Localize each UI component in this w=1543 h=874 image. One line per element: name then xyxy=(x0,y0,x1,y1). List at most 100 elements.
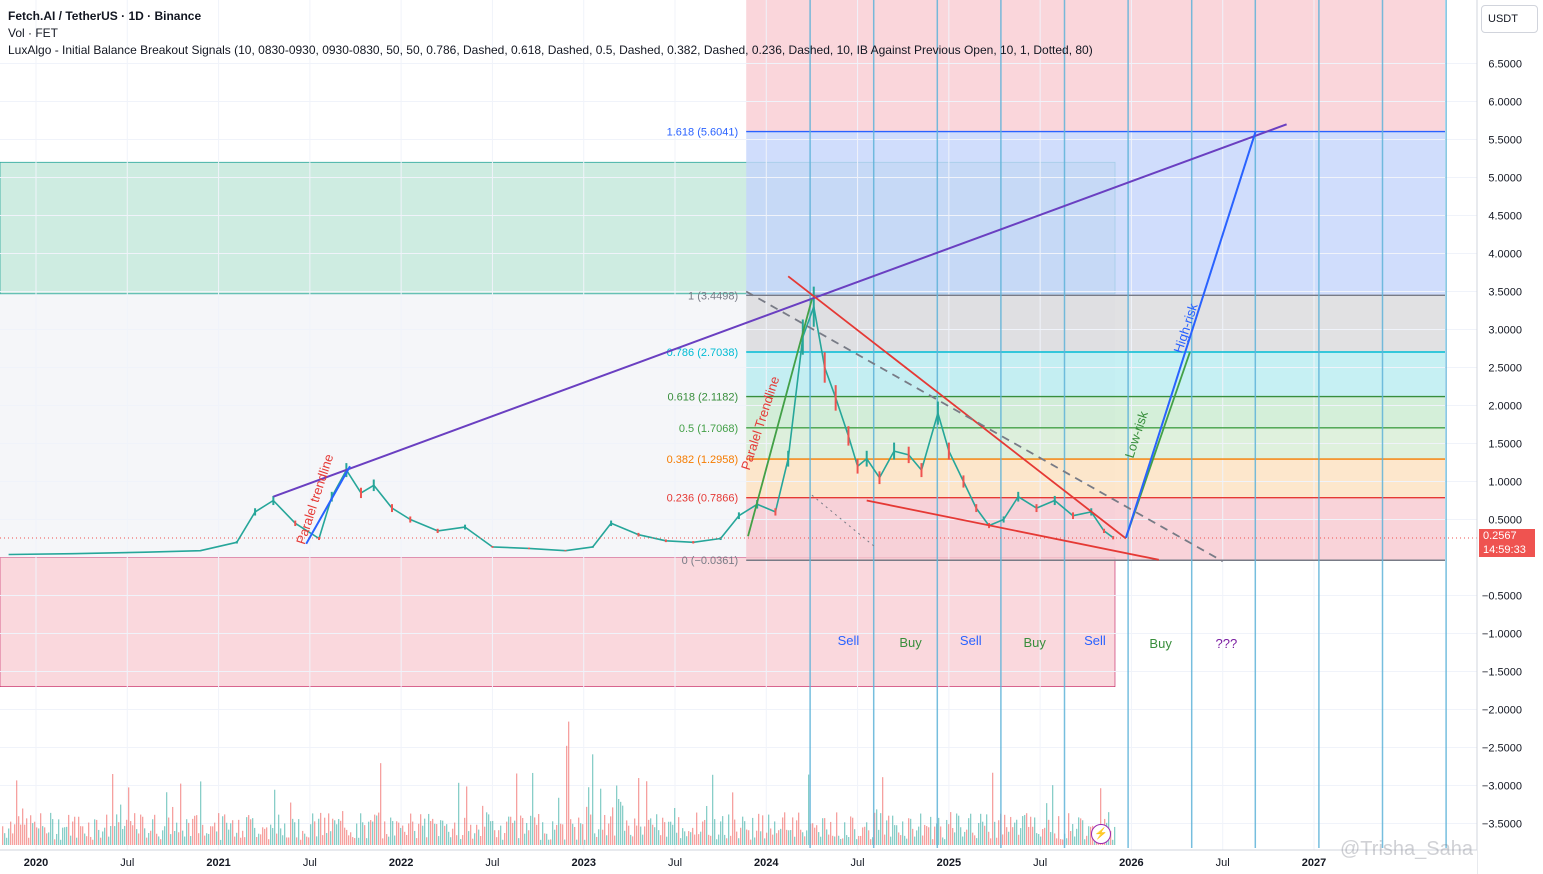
volume-bar xyxy=(120,804,122,845)
volume-bar xyxy=(814,827,816,845)
y-tick-label: 3.5000 xyxy=(1488,287,1522,299)
volume-bar xyxy=(384,821,386,845)
volume-bar xyxy=(662,817,664,845)
volume-bar xyxy=(890,836,892,845)
volume-bar xyxy=(684,831,686,845)
volume-bar xyxy=(394,835,396,845)
volume-bar xyxy=(468,831,470,845)
volume-bar xyxy=(332,818,334,845)
volume-bar xyxy=(84,833,86,845)
volume-bar xyxy=(350,832,352,845)
annotation-label: Sell xyxy=(960,633,982,648)
fib-top-red-zone xyxy=(746,0,1445,132)
y-tick-label: 1.5000 xyxy=(1488,439,1522,451)
y-tick-label: 0.5000 xyxy=(1488,515,1522,527)
volume-bar xyxy=(602,829,604,845)
volume-bar xyxy=(10,821,12,845)
volume-bar xyxy=(514,820,516,845)
x-tick-label: Jul xyxy=(485,857,499,869)
volume-bar xyxy=(444,825,446,845)
volume-bar xyxy=(606,835,608,845)
y-tick-label: −3.0000 xyxy=(1482,781,1522,793)
volume-bar xyxy=(780,828,782,845)
volume-bar xyxy=(642,834,644,845)
volume-bar xyxy=(816,825,818,845)
volume-bar xyxy=(970,813,972,845)
volume-bar xyxy=(486,812,488,845)
volume-bar xyxy=(574,826,576,845)
volume-bar xyxy=(124,825,126,845)
volume-bar xyxy=(1060,839,1062,845)
indicator-legend[interactable]: LuxAlgo - Initial Balance Breakout Signa… xyxy=(8,43,1093,57)
volume-bar xyxy=(656,814,658,845)
volume-bar xyxy=(184,836,186,845)
volume-bar xyxy=(228,829,230,845)
volume-bar xyxy=(98,829,100,845)
volume-bar xyxy=(984,825,986,845)
volume-bar xyxy=(6,837,8,845)
volume-bar xyxy=(802,832,804,845)
last-price: 0.2567 xyxy=(1483,530,1517,542)
volume-bar xyxy=(544,833,546,845)
volume-bar xyxy=(286,837,288,845)
volume-bar xyxy=(866,822,868,845)
volume-bar xyxy=(882,777,884,845)
volume-bar xyxy=(36,827,38,845)
y-tick-label: 4.0000 xyxy=(1488,249,1522,261)
currency-selector[interactable]: USDT xyxy=(1481,5,1538,33)
volume-bar xyxy=(596,836,598,845)
volume-bar xyxy=(892,815,894,845)
volume-bar xyxy=(284,823,286,845)
high-risk-line xyxy=(1124,131,1257,539)
volume-bar xyxy=(972,832,974,845)
volume-bar xyxy=(756,830,758,845)
volume-bar xyxy=(558,797,560,845)
annotation-label: Buy xyxy=(1149,636,1172,651)
volume-bar xyxy=(230,823,232,845)
volume-bar xyxy=(974,835,976,845)
volume-bar xyxy=(556,824,558,845)
volume-bar xyxy=(664,822,666,845)
volume-bar xyxy=(14,824,16,845)
volume-bar xyxy=(418,823,420,845)
volume-bar xyxy=(954,832,956,845)
volume-bar xyxy=(76,837,78,845)
volume-bar xyxy=(738,838,740,845)
volume-bar xyxy=(628,825,630,845)
author-watermark: @Trisha_Saha xyxy=(1340,838,1473,860)
volume-bar xyxy=(360,813,362,845)
x-tick-label: Jul xyxy=(303,857,317,869)
volume-bar xyxy=(250,819,252,845)
volume-bar xyxy=(108,836,110,845)
volume-bar xyxy=(410,813,412,845)
volume-bar xyxy=(894,825,896,845)
volume-legend[interactable]: Vol · FET xyxy=(8,26,59,40)
volume-bar xyxy=(1078,817,1080,845)
volume-bar xyxy=(456,835,458,845)
volume-bar xyxy=(206,833,208,845)
volume-bar xyxy=(718,834,720,845)
lightning-icon[interactable]: ⚡ xyxy=(1091,824,1111,844)
volume-bar xyxy=(310,824,312,845)
y-tick-label: −0.5000 xyxy=(1482,591,1522,603)
volume-bar xyxy=(726,838,728,845)
volume-bar xyxy=(320,812,322,845)
volume-bar xyxy=(270,824,272,845)
volume-bar xyxy=(632,836,634,845)
volume-bar xyxy=(920,813,922,845)
volume-bar xyxy=(770,828,772,845)
volume-bar xyxy=(164,826,166,845)
volume-bar xyxy=(614,835,616,845)
volume-bar xyxy=(314,821,316,845)
volume-bar xyxy=(1076,828,1078,845)
projection-dashed-line xyxy=(745,290,1224,563)
volume-bar xyxy=(1026,813,1028,845)
volume-bar xyxy=(620,801,622,845)
volume-bar xyxy=(676,832,678,845)
y-tick-label: −3.5000 xyxy=(1482,819,1522,831)
volume-bar xyxy=(466,786,468,845)
volume-bar xyxy=(338,818,340,845)
volume-bar xyxy=(964,831,966,845)
volume-bar xyxy=(982,821,984,845)
